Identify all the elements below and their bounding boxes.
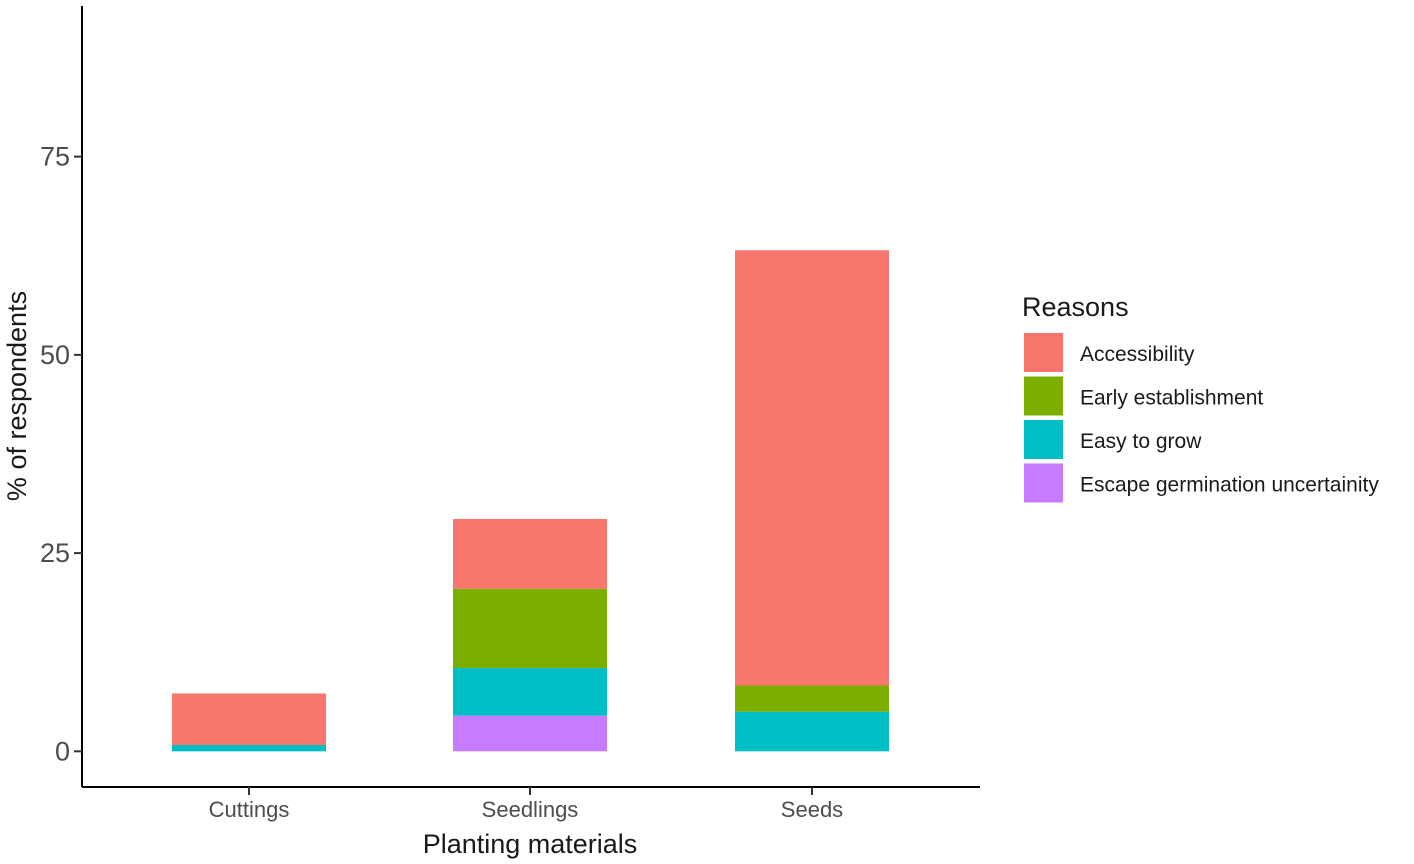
- bar-seedlings-accessibility: [453, 519, 607, 589]
- x-tick-label: Seeds: [781, 797, 843, 822]
- x-tick-label: Cuttings: [209, 797, 290, 822]
- x-tick-label: Seedlings: [482, 797, 579, 822]
- bar-seedlings-easy-to-grow: [453, 668, 607, 716]
- legend-swatch: [1024, 463, 1063, 503]
- bar-seeds-easy-to-grow: [735, 711, 889, 752]
- legend-label: Escape germination uncertainity: [1080, 474, 1379, 497]
- x-axis-ticks: Cuttings Seedlings Seeds: [209, 787, 843, 822]
- y-axis-title: % of respondents: [2, 291, 32, 501]
- legend-label: Early establishment: [1080, 387, 1263, 410]
- bar-seedlings-early-establishment: [453, 588, 607, 669]
- x-axis-title: Planting materials: [423, 829, 638, 859]
- y-tick-label: 25: [40, 538, 70, 568]
- legend-items: Accessibility Early establishment Easy to …: [1024, 333, 1379, 503]
- bar-cuttings-accessibility: [172, 693, 326, 745]
- bar-seeds-early-establishment: [735, 685, 889, 712]
- y-tick-label: 0: [55, 736, 70, 766]
- bars-group: [172, 250, 889, 752]
- bar-seeds-accessibility: [735, 250, 889, 686]
- y-tick-label: 50: [40, 340, 70, 370]
- legend-swatch: [1024, 333, 1063, 372]
- legend-label: Easy to grow: [1080, 430, 1202, 453]
- bar-cuttings-easy-to-grow: [172, 744, 326, 752]
- legend-swatch: [1024, 420, 1063, 459]
- bar-seedlings-escape-germination-uncertainity: [453, 715, 607, 752]
- y-tick-label: 75: [40, 142, 70, 172]
- legend-title: Reasons: [1022, 292, 1129, 322]
- legend: Reasons Accessibility Early establishment…: [1022, 292, 1379, 503]
- y-axis-ticks: 0 25 50 75: [40, 142, 82, 766]
- legend-label: Accessibility: [1080, 343, 1195, 366]
- legend-swatch: [1024, 376, 1063, 416]
